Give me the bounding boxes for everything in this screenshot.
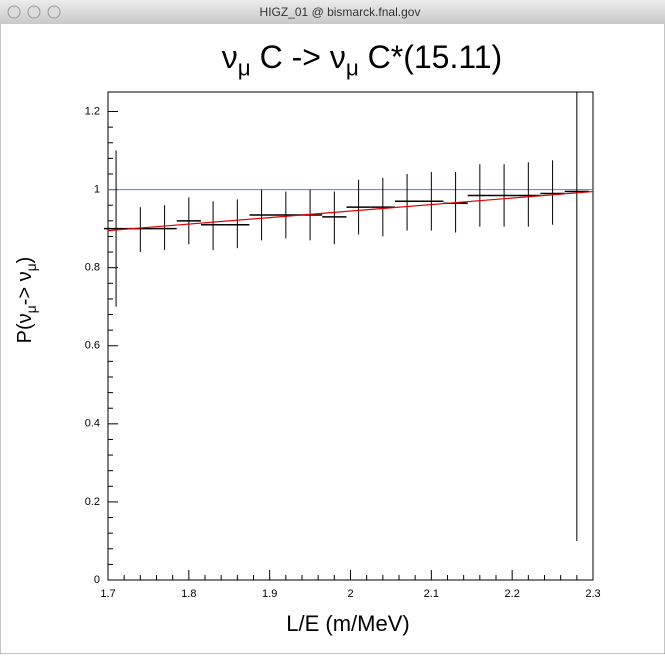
y-tick-label: 0.2 bbox=[85, 496, 100, 508]
text-part: μ bbox=[238, 56, 251, 81]
x-tick-label: 2 bbox=[347, 588, 353, 600]
x-tick-label: 2.1 bbox=[424, 588, 439, 600]
y-tick-label: 1.2 bbox=[85, 105, 100, 117]
zoom-button[interactable] bbox=[47, 5, 61, 19]
text-part: μ bbox=[23, 305, 39, 313]
chart-title: νμ C -> νμ C*(15.11) bbox=[222, 39, 502, 80]
text-part: μ bbox=[346, 56, 359, 81]
y-tick-label: 0.4 bbox=[85, 418, 100, 430]
x-tick-label: 1.9 bbox=[262, 588, 277, 600]
x-tick-label: 1.8 bbox=[181, 588, 196, 600]
x-tick-label: 2.3 bbox=[585, 588, 600, 600]
minimize-button[interactable] bbox=[27, 5, 41, 19]
y-tick-label: 1 bbox=[94, 184, 100, 196]
fit-line bbox=[107, 190, 594, 232]
y-tick-label: 0.6 bbox=[85, 340, 100, 352]
text-part: ν bbox=[222, 39, 238, 75]
text-part: P(ν bbox=[14, 313, 36, 343]
close-button[interactable] bbox=[7, 5, 21, 19]
text-part: -> ν bbox=[14, 271, 36, 305]
x-axis-label: L/E (m/MeV) bbox=[286, 611, 409, 636]
text-part: C -> ν bbox=[251, 39, 346, 75]
text-part: ) bbox=[14, 257, 36, 264]
x-tick-label: 2.2 bbox=[505, 588, 520, 600]
y-tick-label: 0.8 bbox=[85, 262, 100, 274]
y-axis-label: P(νμ-> νμ) bbox=[14, 257, 38, 344]
window-title: HIGZ_01 @ bismarck.fnal.gov bbox=[260, 5, 421, 19]
title-bar bbox=[0, 0, 665, 24]
text-part: μ bbox=[23, 263, 39, 271]
y-tick-label: 0 bbox=[94, 574, 100, 586]
text-part: C*(15.11) bbox=[359, 39, 502, 75]
x-tick-label: 1.7 bbox=[100, 588, 115, 600]
